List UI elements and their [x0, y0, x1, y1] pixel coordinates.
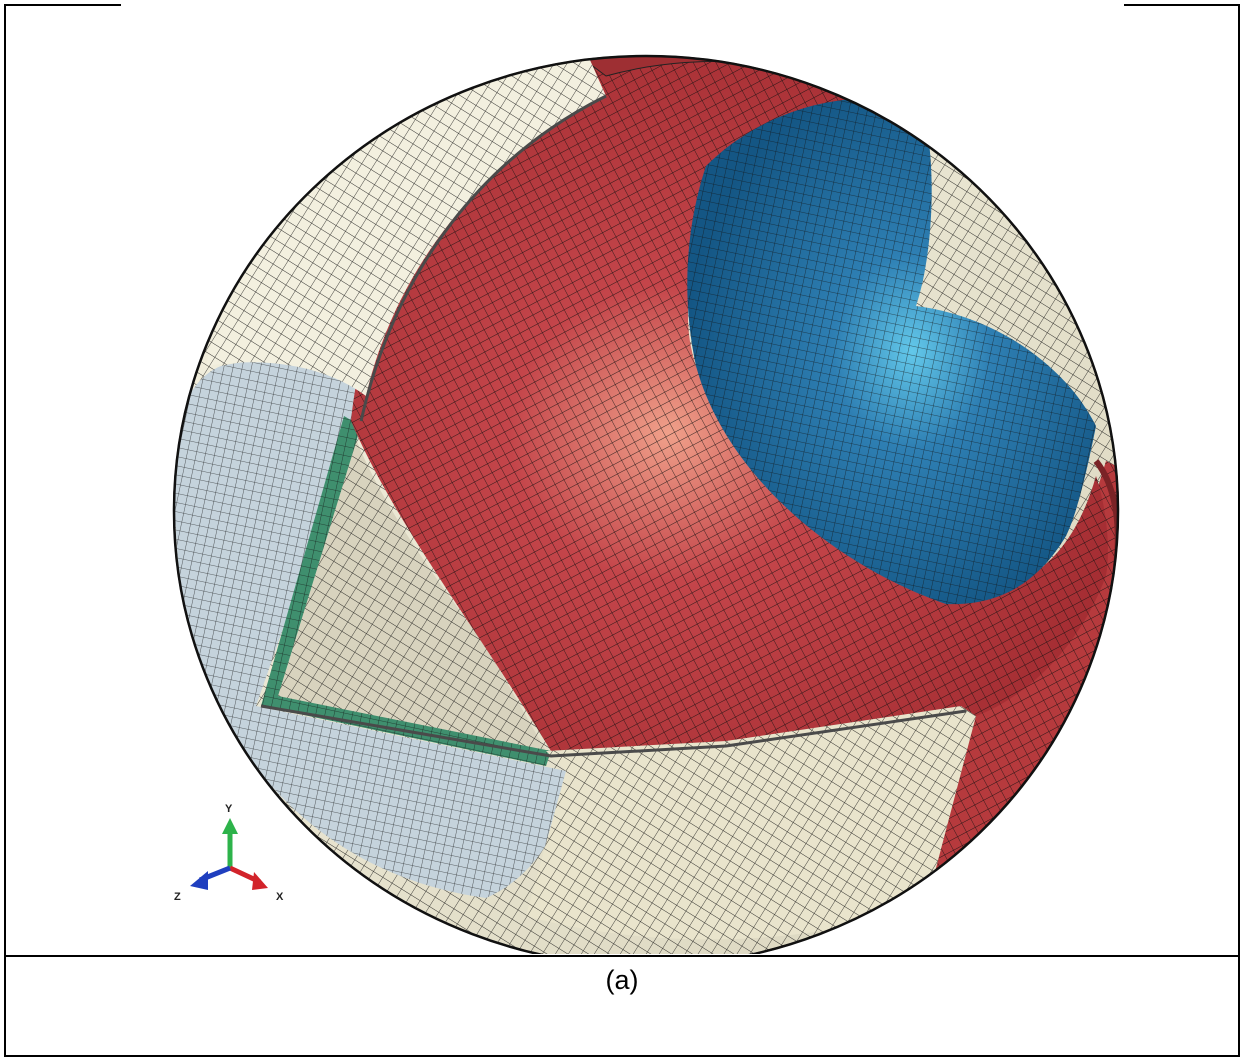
coordinate-triad: Y X Z: [174, 803, 284, 903]
frame-top-edge-left: [4, 4, 121, 6]
caption-divider: [4, 955, 1240, 957]
sphere-mesh-figure: Y X Z: [172, 54, 1120, 954]
z-axis-label: Z: [174, 891, 181, 903]
z-axis-head: [190, 871, 208, 890]
y-axis-label: Y: [225, 803, 233, 815]
sphere-outline: [172, 54, 1120, 954]
frame-top-edge-right: [1124, 4, 1240, 6]
y-axis-head: [222, 818, 238, 834]
figure-caption: (a): [605, 965, 639, 995]
x-axis-head: [252, 872, 268, 890]
x-axis-label: X: [276, 891, 284, 903]
